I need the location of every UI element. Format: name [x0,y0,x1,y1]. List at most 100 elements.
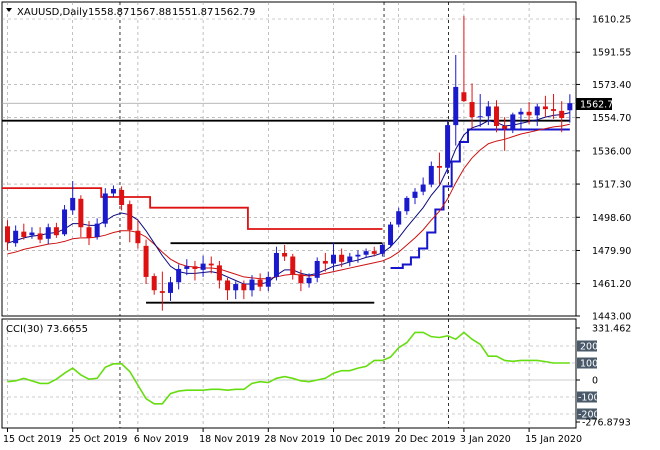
candle-down [143,245,149,277]
candle-up [102,193,108,224]
candle-down [78,198,84,228]
candle-down [461,92,467,102]
candle-up [314,260,320,278]
price-tick-label: 1479.90 [592,246,631,257]
candle-up [518,111,524,115]
candle-down [119,189,125,206]
candle-up [233,284,239,291]
candle-up [62,209,68,235]
cci-series [7,331,570,405]
time-tick-label: 20 Dec 2019 [395,434,456,445]
candle-down [192,266,198,269]
price-tick-label: 1517.30 [592,180,631,191]
price-tick-label: 1554.70 [592,113,631,124]
time-tick-label: 6 Nov 2019 [134,434,189,445]
price-tick-label: 1443.00 [592,312,631,323]
candle-down [371,251,377,254]
candle-up [200,263,206,270]
moving-averages [7,112,570,285]
time-tick-label: 10 Dec 2019 [330,434,391,445]
fast-moving-average [7,112,570,285]
cci-tick-label: -200 [578,410,600,421]
candle-down [257,279,263,287]
time-tick-label: 15 Jan 2020 [525,434,582,445]
support-resistance-lines [2,119,570,304]
candle-up [331,254,336,264]
candle-down [5,226,10,243]
time-tick-label: 25 Oct 2019 [69,434,128,445]
candle-down [282,252,288,257]
candles [5,15,573,311]
time-tick-label: 28 Nov 2019 [264,434,325,445]
candle-down [502,125,508,129]
price-tick-label: 1591.55 [592,48,631,59]
cci-tick-label: 100 [580,359,598,370]
candle-up [485,106,491,117]
candle-up [567,103,573,111]
candle-up [379,244,385,254]
candle-down [559,110,565,118]
cci-tick-label: 200 [580,342,598,353]
candle-down [135,230,141,244]
candle-up [110,189,116,194]
candle-up [355,254,361,257]
candle-up [347,256,353,262]
ohlc-open: 1558.87 [88,7,129,18]
candle-up [453,86,459,126]
collapse-triangle-icon[interactable] [6,8,12,12]
cci-level-tag [577,340,597,352]
candle-up [412,191,418,198]
lower-trend-band [390,128,570,270]
price-axis: 1610.25 1591.55 1573.40 1554.70 1536.00 1517.… [576,15,631,323]
candle-down [290,256,296,275]
upper-trend-band [2,187,383,230]
candle-down [526,111,532,116]
main-panel-frame [1,1,577,317]
candle-down [151,276,157,291]
cci-level-tag [577,408,597,420]
candle-down [241,284,247,291]
candle-down [127,204,133,230]
indicator-panel-frame [1,318,577,429]
candle-up [363,251,369,255]
candle-up [184,266,190,269]
cci-tick-label: -276.8793 [582,418,631,429]
candle-up [176,268,182,283]
candle-up [477,116,483,118]
cci-tick-label: -100 [578,393,600,404]
candle-down [216,265,222,281]
candle-up [265,276,271,287]
trend-bands [2,128,570,270]
candle-down [159,291,165,293]
ohlc-high: 1567.88 [130,7,171,18]
candle-down [494,106,499,126]
price-tick-label: 1610.25 [592,15,631,26]
candle-down [436,165,442,168]
candle-down [208,263,214,266]
candle-up [29,232,35,236]
time-tick-label: 3 Jan 2020 [460,434,511,445]
time-tick-label: 15 Oct 2019 [3,434,62,445]
candle-up [94,223,100,237]
candle-up [249,279,255,291]
cci-title: CCI(30) 73.6655 [6,324,88,335]
candle-down [298,274,304,284]
candle-down [86,227,92,238]
candle-down [53,227,59,236]
candle-up [70,197,76,211]
candle-up [428,165,434,185]
cci-level-tag [577,357,597,369]
candle-up [420,184,426,192]
time-tick-label: 18 Nov 2019 [199,434,260,445]
price-tick-label: 1573.40 [592,80,631,91]
symbol-title: XAUUSD,Daily [17,7,88,18]
time-axis: 15 Oct 2019 25 Oct 2019 6 Nov 2019 18 Nov 2… [3,428,582,445]
candle-up [13,230,19,244]
candle-up [404,197,410,212]
candle-down [542,106,548,110]
candle-up [396,211,402,225]
main-grid [2,2,576,316]
ohlc-low: 1551.87 [172,7,213,18]
price-tick-label: 1461.20 [592,279,631,290]
